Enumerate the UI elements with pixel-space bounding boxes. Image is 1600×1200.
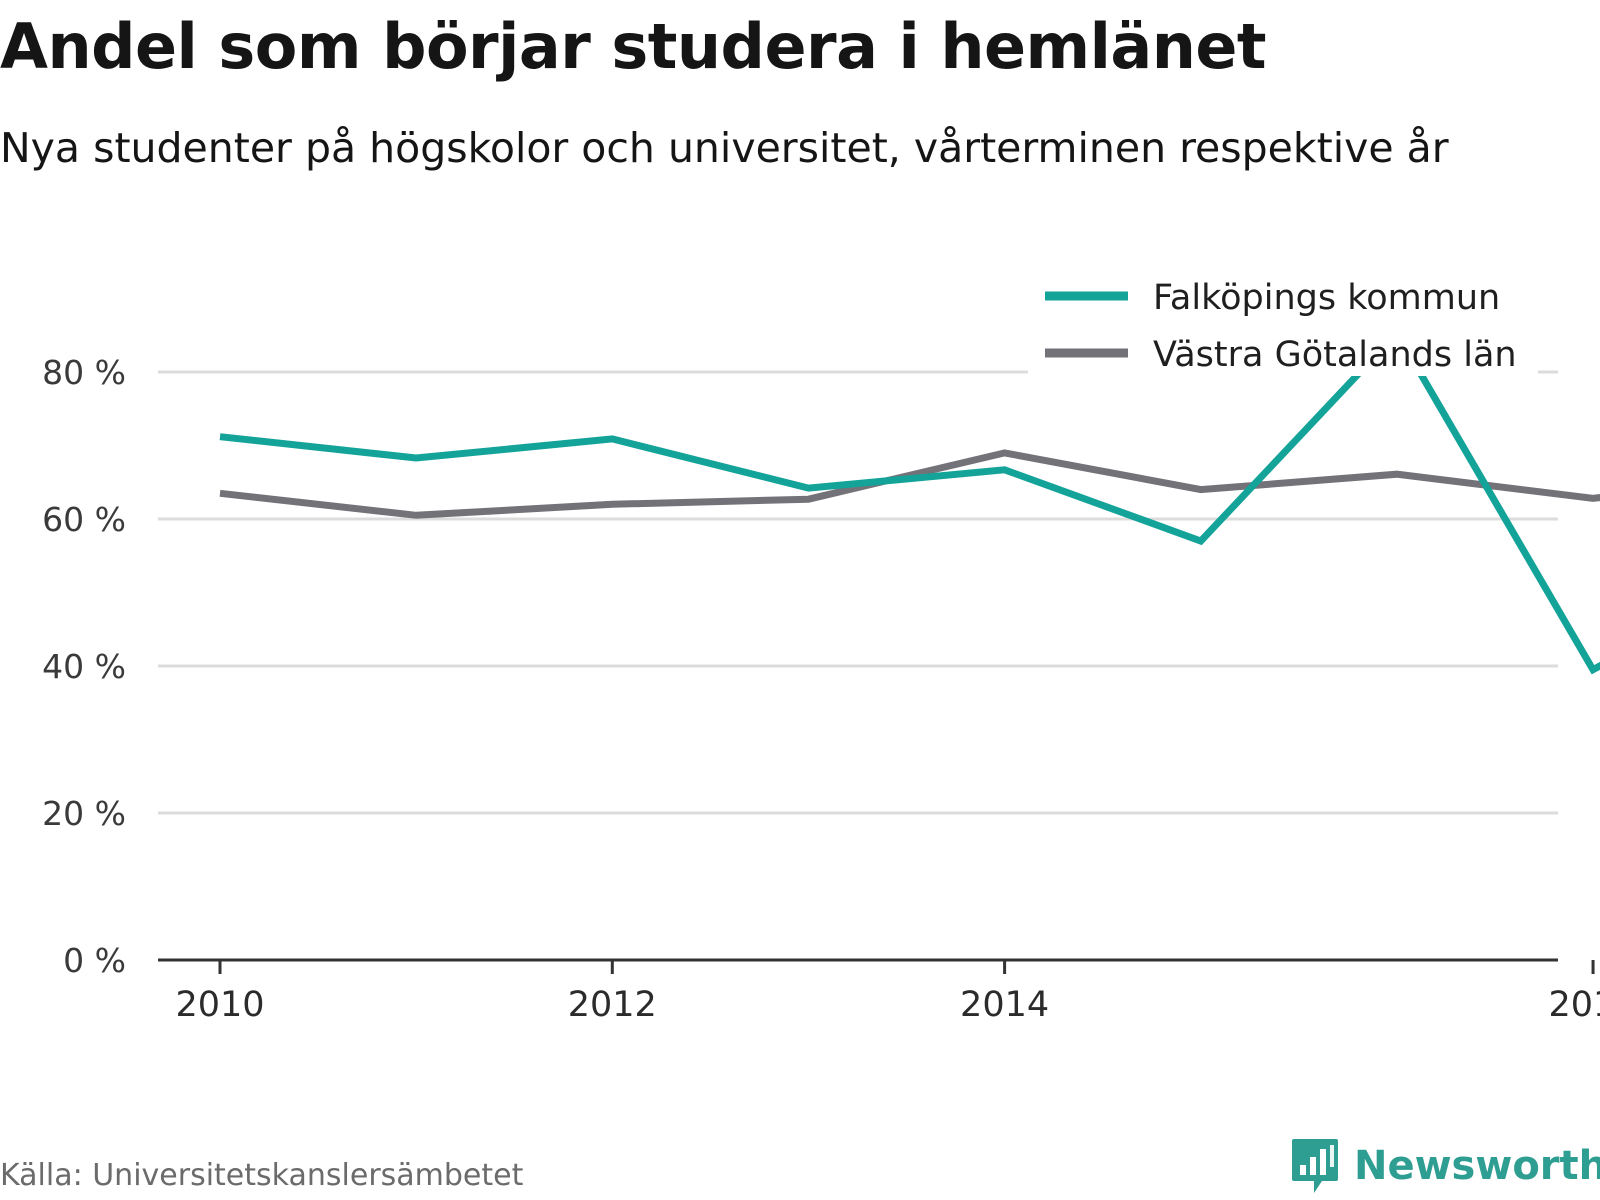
- legend-label: Falköpings kommun: [1153, 278, 1500, 318]
- y-tick-label: 40 %: [42, 647, 126, 686]
- x-tick-label: 2017: [1549, 985, 1600, 1025]
- y-tick-label: 80 %: [42, 353, 126, 392]
- legend[interactable]: Falköpings kommun Västra Götalands län: [1028, 268, 1538, 376]
- series-line: [219, 449, 1600, 519]
- x-tick-label: 2014: [960, 985, 1049, 1025]
- bar-chart-speech-bubble-icon: [1292, 1139, 1338, 1193]
- series-lines: [219, 327, 1600, 675]
- y-tick-label: 20 %: [42, 794, 126, 833]
- legend-background: [1028, 268, 1538, 376]
- y-tick-label: 60 %: [42, 500, 126, 539]
- legend-label: Västra Götalands län: [1153, 335, 1517, 375]
- source-note: Källa: Universitetskanslersämbetet: [0, 1158, 524, 1193]
- chart-subtitle: Nya studenter på högskolor och universit…: [0, 124, 1449, 172]
- x-axis: 2010201220142017201920212023: [158, 958, 1600, 1025]
- y-tick-label: 0 %: [63, 941, 126, 980]
- series-line: [219, 327, 1600, 675]
- y-axis-ticks: 0 % 20 % 40 % 60 % 80 %: [42, 353, 126, 980]
- brand-name: Newsworthy: [1354, 1143, 1600, 1189]
- chart-title: Andel som börjar studera i hemlänet: [0, 10, 1267, 83]
- x-tick-label: 2012: [568, 985, 657, 1025]
- brand-logo[interactable]: Newsworthy: [1290, 1139, 1600, 1193]
- x-tick-label: 2010: [175, 985, 264, 1025]
- gridlines: [158, 370, 1558, 815]
